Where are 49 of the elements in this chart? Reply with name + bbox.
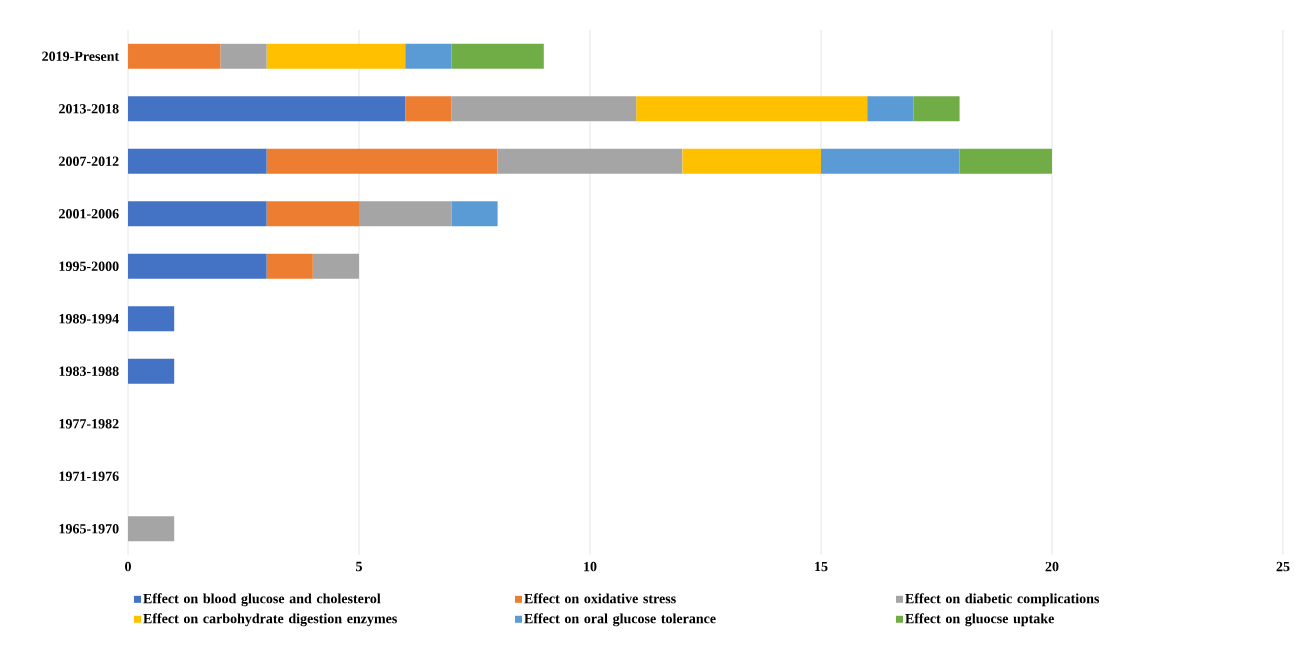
bar	[312, 253, 359, 279]
bar	[959, 148, 1052, 174]
bar	[820, 148, 960, 174]
bar	[497, 148, 683, 174]
y-tick-label: 1971-1976	[59, 471, 119, 481]
x-tick-label: 0	[125, 561, 131, 572]
bar	[913, 96, 960, 122]
bar	[266, 253, 313, 279]
bar	[451, 43, 544, 69]
legend-label: Effect on oxidative stress	[524, 593, 676, 604]
y-tick-label: 2019-Present	[42, 51, 120, 61]
y-tick-label: 1965-1970	[59, 524, 119, 534]
y-tick-label: 1995-2000	[59, 261, 119, 271]
legend-label: Effect on carbohydrate digestion enzymes	[143, 613, 397, 627]
bar	[128, 253, 267, 279]
bar	[359, 201, 452, 227]
x-tick-label: 25	[1276, 561, 1290, 572]
bar	[266, 148, 498, 174]
legend-label: Effect on diabetic complications	[905, 593, 1100, 607]
y-tick-label: 1983-1988	[59, 366, 119, 376]
y-tick-label: 2007-2012	[59, 156, 119, 166]
bar	[405, 43, 452, 69]
y-tick-label: 2001-2006	[59, 209, 119, 219]
bar	[220, 43, 267, 69]
bar	[266, 201, 359, 227]
y-tick-label: 1977-1982	[59, 419, 119, 429]
x-tick-label: 20	[1045, 561, 1059, 572]
x-tick-label: 10	[584, 561, 597, 572]
bar	[451, 96, 637, 122]
bar	[682, 148, 821, 174]
y-tick-label: 2013-2018	[59, 104, 119, 114]
legend-label: Effect on oral glucose tolerance	[524, 613, 716, 627]
legend-label: Effect on gluocse uptake	[905, 613, 1054, 627]
bar	[451, 201, 498, 227]
bar	[636, 96, 868, 122]
bar	[128, 96, 406, 122]
legend-label: Effect on blood glucose and cholesterol	[143, 593, 381, 607]
bar	[128, 201, 267, 227]
bar	[128, 148, 267, 174]
x-tick-label: 15	[815, 561, 828, 572]
x-tick-label: 5	[356, 561, 362, 572]
y-tick-label: 1989-1994	[59, 314, 119, 324]
bar	[128, 516, 175, 542]
bar	[266, 43, 406, 69]
bar	[405, 96, 452, 122]
bar	[867, 96, 914, 122]
bar	[128, 43, 221, 69]
bar	[128, 306, 175, 332]
bar	[128, 358, 175, 384]
